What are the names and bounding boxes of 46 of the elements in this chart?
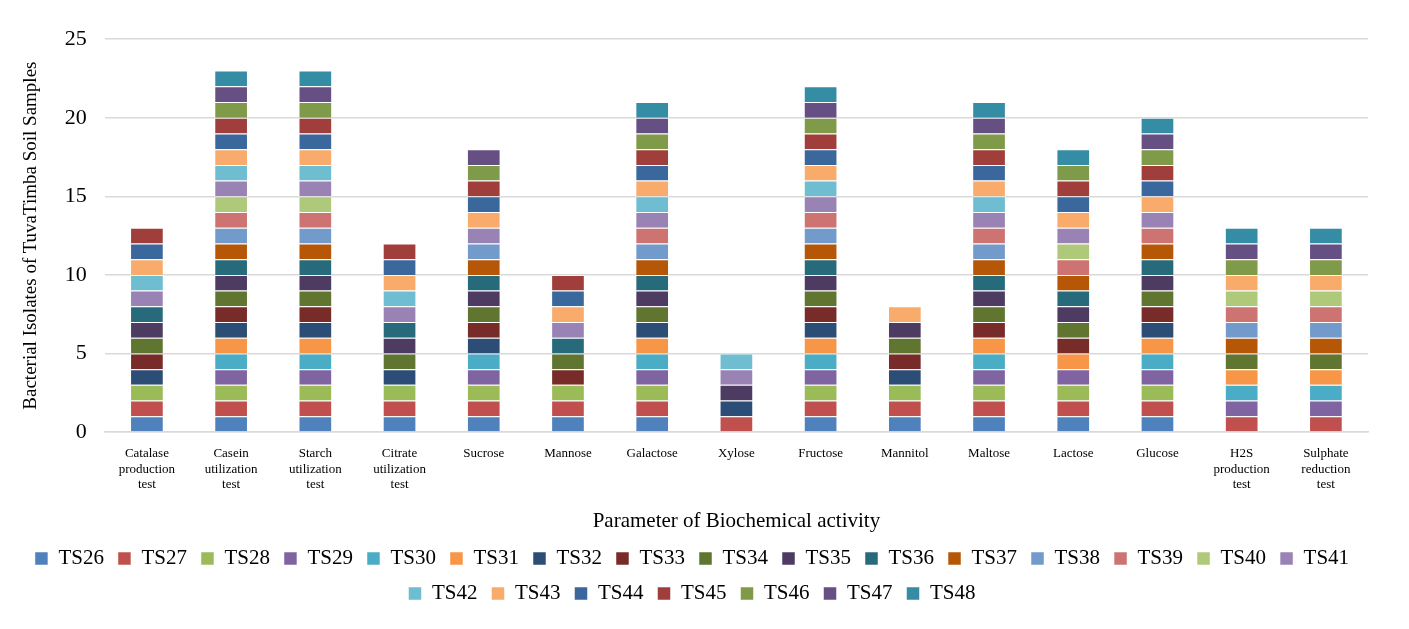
legend-label: TS34 [722,545,769,570]
legend-label: TS39 [1137,545,1184,570]
y-tick-label: 0 [75,417,87,443]
x-tick-label: Sucrose [463,445,505,461]
legend-label: TS32 [556,545,602,570]
legend-label: TS33 [639,545,686,570]
legend-label: TS28 [224,545,270,570]
x-tick-label: Casein utilization test [204,445,258,492]
legend-label: TS30 [390,545,436,570]
x-tick-label: Catalase production test [118,445,176,492]
legend-label: TS26 [58,545,104,570]
legend-label: TS41 [1303,545,1350,570]
x-tick-label: Mannose [544,445,593,461]
x-tick-label: Xylose [717,445,756,461]
x-tick-label: Sulphate reduction test [1301,445,1351,492]
legend-label: TS44 [597,580,644,605]
x-tick-label: Lactose [1053,445,1094,461]
x-tick-label: Maltose [968,445,1011,461]
x-tick-label: Galactose [626,445,679,461]
legend-label: TS48 [930,580,976,605]
legend-label: TS37 [971,545,1018,570]
legend-label: TS43 [514,580,561,605]
x-axis-title: Parameter of Biochemical activity [592,507,881,532]
x-tick-label: Glucose [1136,445,1179,461]
x-tick-label: Citrate utilization test [373,445,427,492]
y-axis-title: Bacterial Isolates of TuvaTimba Soil Samples [19,61,41,410]
x-tick-label: Starch utilization test [288,445,343,492]
legend-label: TS35 [805,545,852,570]
legend-label: TS36 [888,545,935,570]
x-tick-label: Mannitol [880,445,930,461]
x-tick-label: H2S production test [1213,445,1271,492]
legend-label: TS42 [431,580,478,605]
y-tick-label: 5 [75,339,87,365]
legend-label: TS45 [681,580,727,605]
y-tick-label: 10 [64,260,87,286]
legend-label: TS40 [1220,545,1267,570]
y-tick-label: 15 [64,182,87,208]
legend-label: TS38 [1054,545,1101,570]
legend-label: TS31 [473,545,519,570]
x-tick-label: Fructose [798,445,844,461]
y-tick-label: 25 [64,24,87,50]
legend-label: TS27 [141,545,187,570]
legend-label: TS47 [847,580,893,605]
y-tick-label: 20 [64,103,87,129]
legend-label: TS29 [307,545,353,570]
legend-label: TS46 [764,580,810,605]
